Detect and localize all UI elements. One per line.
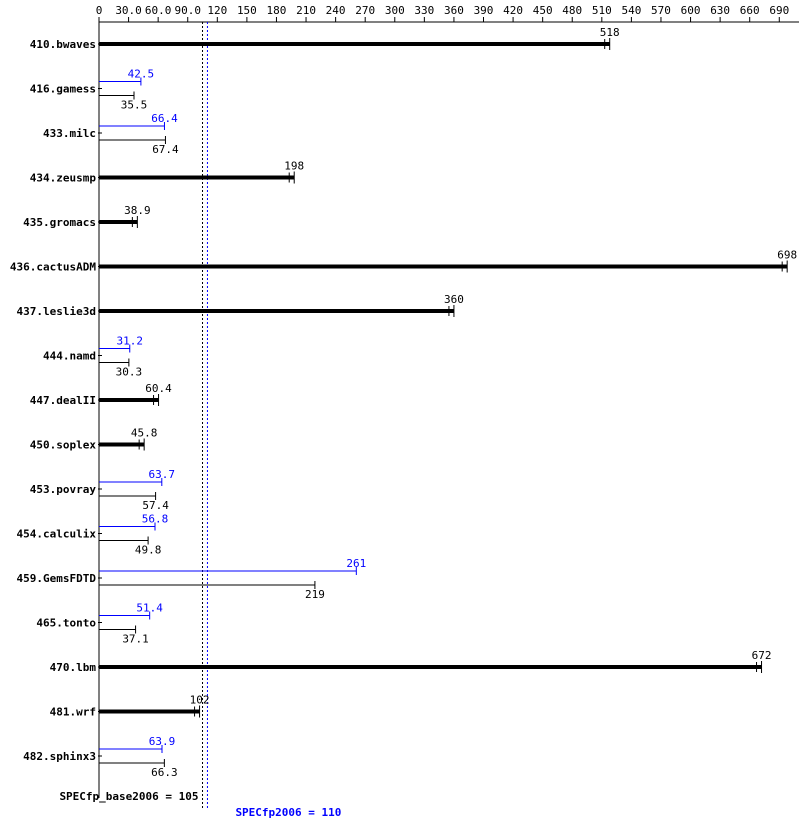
peak-value-label: 63.7 xyxy=(149,468,176,481)
x-tick-label: 210 xyxy=(296,4,316,17)
peak-value-label: 51.4 xyxy=(136,602,163,615)
benchmark-label: 470.lbm xyxy=(50,661,97,674)
x-tick-label: 690 xyxy=(769,4,789,17)
benchmark-label: 433.milc xyxy=(43,127,96,140)
base-value-label: 37.1 xyxy=(122,633,149,646)
base-value-label: 66.3 xyxy=(151,766,178,779)
x-tick-label: 300 xyxy=(385,4,405,17)
x-tick-label: 630 xyxy=(710,4,730,17)
benchmark-label: 410.bwaves xyxy=(30,38,96,51)
base-value-label: 57.4 xyxy=(142,499,169,512)
base-value-label: 49.8 xyxy=(135,544,162,557)
peak-value-label: 42.5 xyxy=(128,68,155,81)
x-tick-label: 30.0 xyxy=(115,4,142,17)
x-tick-label: 360 xyxy=(444,4,464,17)
x-tick-label: 660 xyxy=(740,4,760,17)
benchmark-label: 444.namd xyxy=(43,350,96,363)
benchmark-label: 416.gamess xyxy=(30,83,96,96)
benchmark-label: 434.zeusmp xyxy=(30,172,97,185)
benchmark-label: 453.povray xyxy=(30,483,97,496)
peak-value-label: 66.4 xyxy=(151,112,178,125)
base-value-label: 30.3 xyxy=(116,366,143,379)
benchmark-label: 465.tonto xyxy=(36,617,96,630)
base-value-label: 198 xyxy=(284,160,304,173)
peak-value-label: 261 xyxy=(346,557,366,570)
x-tick-label: 510 xyxy=(592,4,612,17)
x-tick-label: 60.0 xyxy=(145,4,172,17)
benchmark-label: 454.calculix xyxy=(17,528,97,541)
x-tick-label: 570 xyxy=(651,4,671,17)
x-tick-label: 330 xyxy=(414,4,434,17)
base-value-label: 67.4 xyxy=(152,143,179,156)
base-value-label: 38.9 xyxy=(124,204,151,217)
footer-base-label: SPECfp_base2006 = 105 xyxy=(59,790,198,803)
benchmark-label: 437.leslie3d xyxy=(17,305,96,318)
base-value-label: 35.5 xyxy=(121,99,148,112)
benchmark-label: 482.sphinx3 xyxy=(23,750,96,763)
base-value-label: 219 xyxy=(305,588,325,601)
benchmark-label: 459.GemsFDTD xyxy=(17,572,97,585)
peak-value-label: 63.9 xyxy=(149,735,176,748)
base-value-label: 360 xyxy=(444,293,464,306)
x-tick-label: 540 xyxy=(621,4,641,17)
benchmark-chart: 0 30.060.090.0 120 150 180 210 240 270 300 330 360… xyxy=(0,0,799,831)
benchmark-label: 447.dealII xyxy=(30,394,96,407)
x-tick-label: 480 xyxy=(562,4,582,17)
base-value-label: 45.8 xyxy=(131,427,158,440)
base-value-label: 672 xyxy=(752,649,772,662)
peak-value-label: 56.8 xyxy=(142,513,169,526)
x-tick-label: 0 xyxy=(96,4,103,17)
x-tick-label: 150 xyxy=(237,4,257,17)
x-tick-label: 600 xyxy=(681,4,701,17)
x-tick-label: 90.0 xyxy=(174,4,201,17)
benchmark-label: 450.soplex xyxy=(30,439,97,452)
base-value-label: 102 xyxy=(190,694,210,707)
benchmark-label: 436.cactusADM xyxy=(10,261,96,274)
benchmark-label: 481.wrf xyxy=(50,706,96,719)
benchmark-label: 435.gromacs xyxy=(23,216,96,229)
chart-svg: 0 30.060.090.0 120 150 180 210 240 270 300 330 360… xyxy=(0,0,799,831)
peak-value-label: 31.2 xyxy=(117,335,144,348)
x-tick-label: 240 xyxy=(326,4,346,17)
footer-peak-label: SPECfp2006 = 110 xyxy=(235,806,341,819)
x-tick-label: 390 xyxy=(474,4,494,17)
base-value-label: 698 xyxy=(777,249,797,262)
x-tick-label: 420 xyxy=(503,4,523,17)
base-value-label: 518 xyxy=(600,26,620,39)
base-value-label: 60.4 xyxy=(145,382,172,395)
x-tick-label: 180 xyxy=(267,4,287,17)
x-tick-label: 120 xyxy=(207,4,227,17)
x-tick-label: 450 xyxy=(533,4,553,17)
x-tick-label: 270 xyxy=(355,4,375,17)
